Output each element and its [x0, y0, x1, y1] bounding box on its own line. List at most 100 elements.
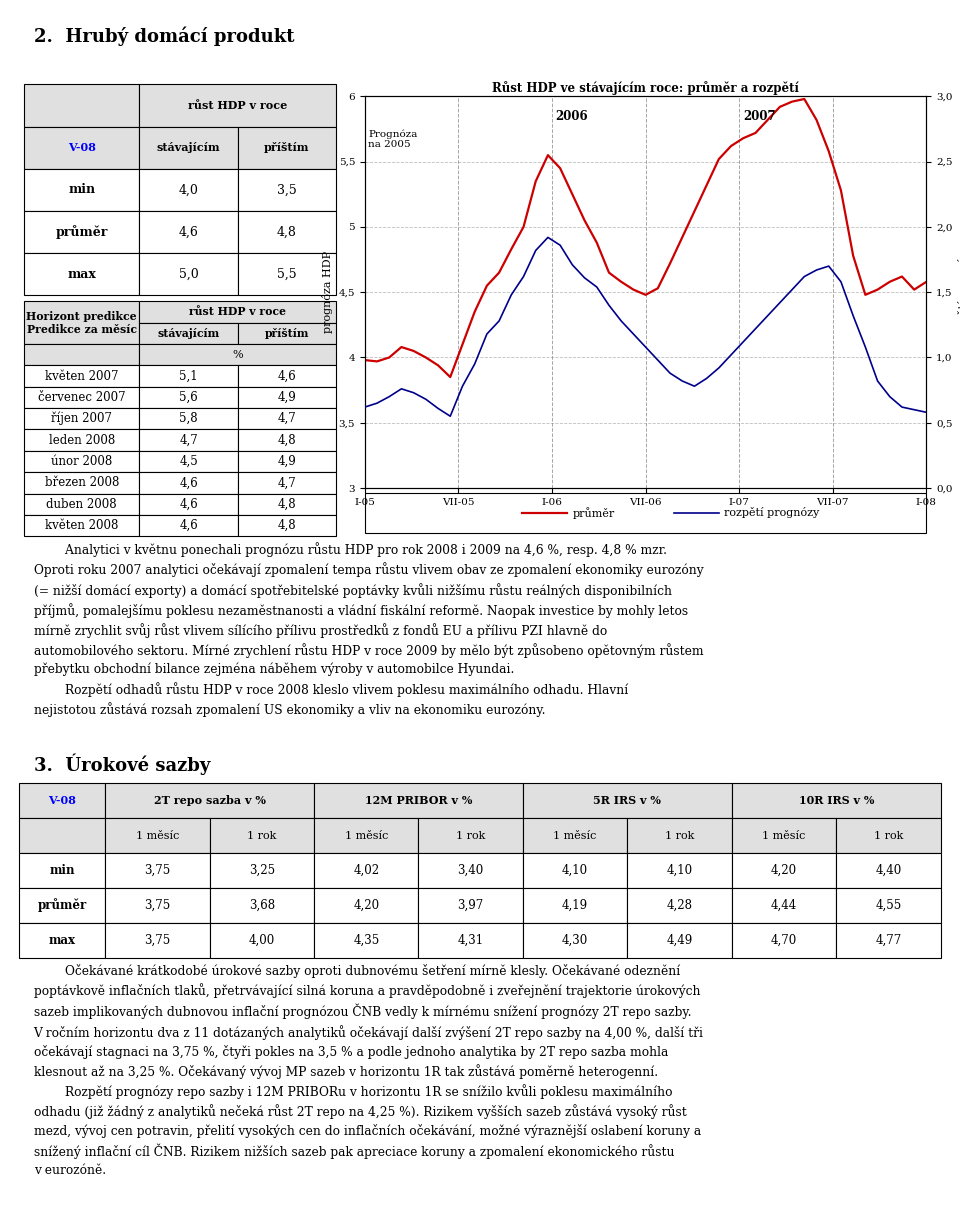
Text: 4,6: 4,6: [180, 519, 198, 533]
Text: 2T repo sazba v %: 2T repo sazba v %: [154, 795, 266, 806]
Bar: [105, 783, 314, 818]
Text: 4,7: 4,7: [277, 476, 297, 489]
Text: 2006: 2006: [556, 110, 588, 123]
Text: 1 měsíc: 1 měsíc: [554, 830, 597, 841]
Text: 4,55: 4,55: [876, 899, 901, 912]
Text: 2.  Hrubý domácí produkt: 2. Hrubý domácí produkt: [34, 27, 294, 46]
Bar: [238, 515, 336, 536]
Text: 3,40: 3,40: [458, 864, 484, 877]
Bar: [628, 818, 732, 853]
Bar: [139, 323, 238, 343]
Text: průměr: průměr: [37, 899, 86, 912]
Text: min: min: [49, 864, 75, 877]
Text: rozpětí prognózy: rozpětí prognózy: [724, 507, 820, 518]
Bar: [419, 923, 523, 958]
Text: Očekávané krátkodobé úrokové sazby oproti dubnovému šetření mírně klesly. Očekáv: Očekávané krátkodobé úrokové sazby oprot…: [34, 964, 704, 1177]
Bar: [732, 923, 836, 958]
Bar: [19, 818, 105, 853]
Text: 4,6: 4,6: [180, 498, 198, 511]
Bar: [24, 429, 139, 451]
Bar: [523, 853, 628, 888]
Text: 5,0: 5,0: [179, 268, 199, 281]
Bar: [139, 365, 238, 387]
Text: 4,6: 4,6: [277, 370, 297, 382]
Bar: [105, 923, 209, 958]
Bar: [732, 888, 836, 923]
Text: 4,8: 4,8: [276, 225, 297, 239]
Text: max: max: [67, 268, 96, 281]
Title: Růst HDP ve stávajícím roce: průměr a rozpětí: Růst HDP ve stávajícím roce: průměr a ro…: [492, 82, 799, 95]
Bar: [628, 923, 732, 958]
Text: duben 2008: duben 2008: [46, 498, 117, 511]
Text: 4,40: 4,40: [876, 864, 901, 877]
Bar: [19, 888, 105, 923]
Text: Prognóza
na 2005: Prognóza na 2005: [369, 129, 418, 149]
Bar: [209, 888, 314, 923]
Text: 3.  Úrokové sazby: 3. Úrokové sazby: [34, 753, 210, 775]
Bar: [523, 923, 628, 958]
Bar: [19, 853, 105, 888]
Bar: [24, 169, 139, 211]
Text: říjen 2007: říjen 2007: [51, 412, 112, 425]
Text: 3,75: 3,75: [144, 899, 171, 912]
Text: 4,44: 4,44: [771, 899, 797, 912]
Bar: [732, 818, 836, 853]
Text: 4,35: 4,35: [353, 934, 379, 947]
Bar: [209, 923, 314, 958]
Bar: [139, 408, 238, 429]
Text: 3,97: 3,97: [458, 899, 484, 912]
Bar: [732, 853, 836, 888]
Text: stávajícím: stávajícím: [157, 328, 220, 339]
Text: březen 2008: březen 2008: [44, 476, 119, 489]
Text: 4,02: 4,02: [353, 864, 379, 877]
Bar: [139, 253, 238, 295]
Text: leden 2008: leden 2008: [49, 434, 115, 447]
Bar: [836, 888, 941, 923]
Text: 5,1: 5,1: [180, 370, 198, 382]
Text: 4,20: 4,20: [353, 899, 379, 912]
Text: 4,7: 4,7: [277, 412, 297, 425]
Bar: [139, 515, 238, 536]
Text: 4,30: 4,30: [562, 934, 588, 947]
Text: 4,10: 4,10: [666, 864, 693, 877]
Bar: [238, 472, 336, 494]
Text: V-08: V-08: [68, 142, 96, 153]
Bar: [238, 387, 336, 408]
Text: 4,8: 4,8: [277, 434, 297, 447]
Text: průměr: průměr: [572, 507, 614, 518]
Text: 1 rok: 1 rok: [247, 830, 276, 841]
Bar: [314, 888, 419, 923]
Text: květen 2008: květen 2008: [45, 519, 118, 533]
Bar: [24, 515, 139, 536]
Text: 5,8: 5,8: [180, 412, 198, 425]
Text: 3,75: 3,75: [144, 934, 171, 947]
Text: 4,9: 4,9: [277, 390, 297, 404]
Text: 4,70: 4,70: [771, 934, 797, 947]
Text: 4,8: 4,8: [277, 519, 297, 533]
Bar: [419, 888, 523, 923]
Bar: [24, 343, 139, 365]
Bar: [238, 494, 336, 515]
Text: max: max: [49, 934, 76, 947]
Text: 3,5: 3,5: [277, 183, 297, 196]
Text: 2007: 2007: [743, 110, 776, 123]
Bar: [24, 365, 139, 387]
Bar: [523, 888, 628, 923]
Bar: [314, 818, 419, 853]
Text: 4,6: 4,6: [179, 225, 199, 239]
Bar: [139, 387, 238, 408]
Text: 10R IRS v %: 10R IRS v %: [799, 795, 874, 806]
Bar: [238, 451, 336, 472]
Text: %: %: [232, 349, 243, 359]
Bar: [139, 127, 238, 169]
Bar: [523, 818, 628, 853]
Bar: [24, 127, 139, 169]
Text: 1 rok: 1 rok: [456, 830, 486, 841]
Bar: [314, 923, 419, 958]
Bar: [419, 818, 523, 853]
Bar: [139, 211, 238, 253]
Text: červenec 2007: červenec 2007: [37, 390, 126, 404]
Text: 4,00: 4,00: [249, 934, 275, 947]
Text: 3,68: 3,68: [249, 899, 275, 912]
Text: 5,6: 5,6: [180, 390, 198, 404]
